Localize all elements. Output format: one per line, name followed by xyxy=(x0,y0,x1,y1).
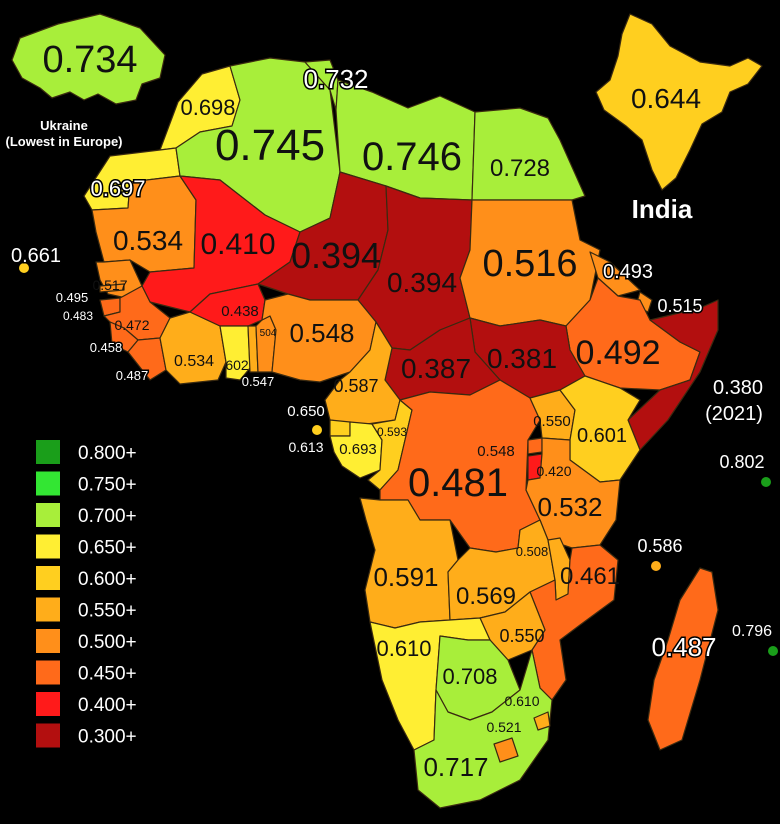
value-mozambique: 0.461 xyxy=(560,563,620,590)
value-comoros: 0.586 xyxy=(637,536,682,556)
value-rwanda: 0.548 xyxy=(477,443,515,460)
value-lesotho: 0.521 xyxy=(486,719,521,735)
value-sierra-leone: 0.458 xyxy=(90,340,123,355)
legend-label: 0.550+ xyxy=(78,601,137,622)
value-tunisia: 0.732 xyxy=(303,64,368,94)
legend-label: 0.700+ xyxy=(78,506,137,527)
value-south-sudan: 0.381 xyxy=(487,343,557,374)
value-burundi: 0.420 xyxy=(536,463,571,479)
value-tanzania: 0.532 xyxy=(537,492,602,522)
value-morocco: 0.698 xyxy=(180,95,235,120)
legend-swatch xyxy=(36,660,60,685)
legend-swatch xyxy=(36,534,60,559)
value-mauritania: 0.534 xyxy=(113,225,183,256)
value-malawi: 0.508 xyxy=(516,544,549,559)
value-togo: 0.547 xyxy=(242,374,275,389)
value-nigeria: 0.548 xyxy=(289,318,354,348)
value-cape-verde: 0.661 xyxy=(11,245,61,267)
value-mali: 0.410 xyxy=(200,228,275,261)
value-car: 0.387 xyxy=(401,353,471,384)
legend-label: 0.800+ xyxy=(78,443,137,464)
value-sudan: 0.516 xyxy=(482,243,577,285)
value-ghana: 602 xyxy=(225,357,249,373)
value-eritrea: 0.493 xyxy=(603,261,653,283)
value-djibouti: 0.515 xyxy=(657,296,702,316)
lesotho-shape xyxy=(493,737,519,763)
value-burkina-faso: 0.438 xyxy=(221,303,259,320)
value-egypt: 0.728 xyxy=(490,155,550,182)
rwanda-shape xyxy=(527,437,543,455)
eswatini-shape xyxy=(533,711,551,731)
comoros-dot xyxy=(651,561,661,571)
legend-label: 0.600+ xyxy=(78,569,137,590)
value-gambia: 0.495 xyxy=(56,290,89,305)
legend-swatch xyxy=(36,597,60,622)
value-mauritius: 0.796 xyxy=(732,623,772,640)
ukraine-caption-line1: Ukraine xyxy=(40,118,88,133)
value-kenya: 0.601 xyxy=(577,425,627,447)
value-equatorial-guinea: 0.650 xyxy=(287,403,325,420)
india-value: 0.644 xyxy=(631,83,701,114)
legend-label: 0.650+ xyxy=(78,538,137,559)
value-gabon: 0.693 xyxy=(339,441,377,458)
cape-verde-dot xyxy=(19,263,29,273)
legend-label: 0.450+ xyxy=(78,664,137,685)
value-niger: 0.394 xyxy=(291,235,381,276)
value-liberia: 0.487 xyxy=(116,368,149,383)
value-zimbabwe: 0.550 xyxy=(499,626,544,646)
value-south-africa: 0.717 xyxy=(423,752,488,782)
legend-label: 0.400+ xyxy=(78,695,137,716)
value-ethiopia: 0.492 xyxy=(575,334,660,372)
value-namibia: 0.610 xyxy=(376,636,431,661)
value-cote-divoire: 0.534 xyxy=(174,353,214,370)
value-eswatini: 0.610 xyxy=(504,693,539,709)
legend-swatch xyxy=(36,471,60,496)
value-seychelles: 0.802 xyxy=(719,452,764,472)
value-chad: 0.394 xyxy=(387,267,457,298)
value-somalia-year: (2021) xyxy=(705,403,763,425)
legend-swatch xyxy=(36,440,60,464)
value-sao-tome: 0.613 xyxy=(288,439,323,455)
value-benin: 504 xyxy=(260,328,277,339)
ukraine-shape xyxy=(11,13,166,105)
value-algeria: 0.745 xyxy=(215,121,325,170)
madagascar-shape xyxy=(647,567,719,751)
legend: 0.800+ 0.750+ 0.700+ 0.650+ 0.600+ 0.550+ 0.50… xyxy=(36,440,137,748)
mauritius-dot xyxy=(768,646,778,656)
value-congo: 0.593 xyxy=(377,425,407,439)
value-zambia: 0.569 xyxy=(456,583,516,610)
value-guinea: 0.472 xyxy=(114,317,149,333)
value-madagascar: 0.487 xyxy=(651,632,716,662)
value-libya: 0.746 xyxy=(362,135,462,179)
south-africa-shape xyxy=(413,649,553,809)
value-guinea-bissau: 0.483 xyxy=(63,309,93,323)
ukraine-caption-line2: (Lowest in Europe) xyxy=(6,134,123,149)
seychelles-dot xyxy=(761,477,771,487)
value-angola: 0.591 xyxy=(373,562,438,592)
gambia-shape xyxy=(99,283,125,293)
value-cameroon: 0.587 xyxy=(333,376,378,396)
legend-swatch xyxy=(36,566,60,590)
legend-swatch xyxy=(36,692,60,716)
legend-label: 0.750+ xyxy=(78,475,137,496)
equatorial-guinea-dot xyxy=(312,425,322,435)
ukraine-value: 0.734 xyxy=(42,39,137,81)
legend-swatch xyxy=(36,723,60,748)
kenya-shape xyxy=(559,375,641,483)
value-western-sahara: 0.697 xyxy=(90,176,145,201)
india-shape xyxy=(595,13,763,191)
equatorial-guinea-shape xyxy=(329,419,351,437)
legend-swatch xyxy=(36,629,60,653)
india-caption: India xyxy=(632,194,693,224)
legend-label: 0.300+ xyxy=(78,727,137,748)
eritrea-shape xyxy=(589,251,641,297)
legend-label: 0.500+ xyxy=(78,632,137,653)
value-botswana: 0.708 xyxy=(442,664,497,689)
legend-swatch xyxy=(36,503,60,527)
value-somalia: 0.380 xyxy=(713,377,763,399)
value-uganda: 0.550 xyxy=(533,413,571,430)
value-senegal: 0.517 xyxy=(92,277,127,293)
value-drc: 0.481 xyxy=(408,461,508,505)
